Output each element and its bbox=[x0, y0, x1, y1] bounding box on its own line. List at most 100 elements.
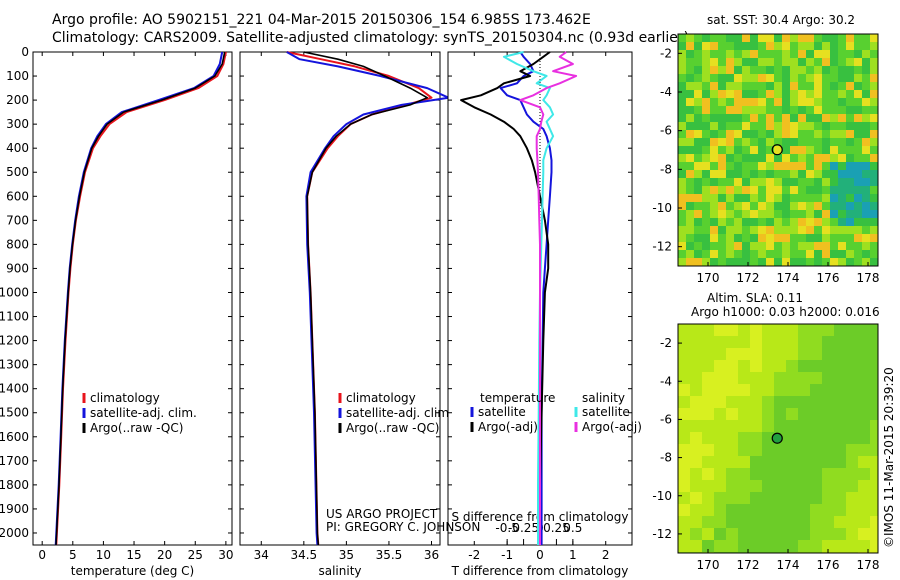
heatmap-cell bbox=[814, 106, 822, 114]
heatmap-cell bbox=[726, 456, 738, 468]
y-tick-label: 1900 bbox=[0, 502, 29, 516]
heatmap-cell bbox=[870, 528, 878, 540]
heatmap-cell bbox=[774, 384, 786, 396]
heatmap-cell bbox=[734, 130, 742, 138]
heatmap-cell bbox=[798, 114, 806, 122]
heatmap-cell bbox=[766, 202, 774, 210]
heatmap-cell bbox=[710, 170, 718, 178]
heatmap-cell bbox=[774, 138, 782, 146]
heatmap-cell bbox=[702, 42, 710, 50]
heatmap-cell bbox=[854, 162, 862, 170]
heatmap-cell bbox=[774, 154, 782, 162]
heatmap-cell bbox=[686, 130, 694, 138]
heatmap-cell bbox=[726, 210, 734, 218]
heatmap-cell bbox=[846, 420, 858, 432]
heatmap-cell bbox=[870, 194, 878, 202]
heatmap-cell bbox=[862, 250, 870, 258]
heatmap-cell bbox=[718, 250, 726, 258]
heatmap-cell bbox=[862, 202, 870, 210]
heatmap-cell bbox=[790, 74, 798, 82]
heatmap-cell bbox=[782, 66, 790, 74]
heatmap-cell bbox=[822, 194, 830, 202]
heatmap-cell bbox=[686, 186, 694, 194]
heatmap-cell bbox=[806, 250, 814, 258]
heatmap-cell bbox=[862, 58, 870, 66]
heatmap-cell bbox=[702, 210, 710, 218]
heatmap-cell bbox=[830, 98, 838, 106]
x-tick-label: 20 bbox=[157, 548, 172, 562]
heatmap-cell bbox=[738, 468, 750, 480]
heatmap-cell bbox=[694, 234, 702, 242]
heatmap-cell bbox=[710, 146, 718, 154]
heatmap-cell bbox=[798, 50, 806, 58]
heatmap-cell bbox=[766, 66, 774, 74]
heatmap-cell bbox=[758, 202, 766, 210]
y-tick-label: -8 bbox=[660, 451, 672, 465]
heatmap-cell bbox=[678, 170, 686, 178]
heatmap-cell bbox=[774, 186, 782, 194]
heatmap-cell bbox=[798, 58, 806, 66]
heatmap-cell bbox=[862, 258, 870, 266]
heatmap-cell bbox=[738, 396, 750, 408]
heatmap-cell bbox=[822, 170, 830, 178]
heatmap-cell bbox=[742, 194, 750, 202]
heatmap-cell bbox=[846, 396, 858, 408]
heatmap-cell bbox=[750, 360, 762, 372]
heatmap-cell bbox=[854, 250, 862, 258]
heatmap-cell bbox=[678, 242, 686, 250]
heatmap-cell bbox=[742, 114, 750, 122]
heatmap-cell bbox=[822, 324, 834, 336]
heatmap-cell bbox=[830, 146, 838, 154]
heatmap-cell bbox=[774, 420, 786, 432]
y-tick-label: 900 bbox=[6, 261, 29, 275]
heatmap-cell bbox=[810, 348, 822, 360]
heatmap-cell bbox=[854, 186, 862, 194]
heatmap-cell bbox=[718, 210, 726, 218]
heatmap-cell bbox=[846, 250, 854, 258]
heatmap-cell bbox=[834, 384, 846, 396]
heatmap-cell bbox=[750, 528, 762, 540]
heatmap-cell bbox=[750, 408, 762, 420]
heatmap-cell bbox=[742, 34, 750, 42]
heatmap-cell bbox=[830, 202, 838, 210]
heatmap-cell bbox=[702, 162, 710, 170]
heatmap-cell bbox=[846, 324, 858, 336]
legend-label: Argo(-adj) bbox=[582, 420, 642, 434]
heatmap-cell bbox=[734, 210, 742, 218]
heatmap-cell bbox=[710, 66, 718, 74]
heatmap-cell bbox=[798, 202, 806, 210]
heatmap-cell bbox=[822, 42, 830, 50]
heatmap-cell bbox=[806, 138, 814, 146]
heatmap-cell bbox=[750, 242, 758, 250]
heatmap-cell bbox=[742, 146, 750, 154]
heatmap-cell bbox=[846, 456, 858, 468]
heatmap-cell bbox=[774, 396, 786, 408]
heatmap-cell bbox=[830, 114, 838, 122]
heatmap-cell bbox=[710, 98, 718, 106]
heatmap-cell bbox=[750, 226, 758, 234]
heatmap-cell bbox=[774, 258, 782, 266]
map-frame bbox=[677, 33, 879, 267]
heatmap-cell bbox=[686, 122, 694, 130]
heatmap-cell bbox=[782, 154, 790, 162]
heatmap-cell bbox=[734, 202, 742, 210]
heatmap-cell bbox=[742, 82, 750, 90]
heatmap-cell bbox=[762, 540, 774, 552]
heatmap-cell bbox=[798, 90, 806, 98]
heatmap-cell bbox=[806, 66, 814, 74]
heatmap-cell bbox=[702, 50, 710, 58]
heatmap-cell bbox=[870, 50, 878, 58]
heatmap-cell bbox=[766, 178, 774, 186]
y-tick-label: 1600 bbox=[0, 430, 29, 444]
heatmap-cell bbox=[822, 162, 830, 170]
y-tick-label: 500 bbox=[6, 165, 29, 179]
heatmap-cell bbox=[846, 170, 854, 178]
heatmap-cell bbox=[806, 74, 814, 82]
heatmap-cell bbox=[870, 234, 878, 242]
heatmap-cell bbox=[870, 242, 878, 250]
heatmap-cell bbox=[798, 336, 810, 348]
heatmap-cell bbox=[782, 138, 790, 146]
heatmap-cell bbox=[810, 456, 822, 468]
heatmap-cell bbox=[702, 154, 710, 162]
heatmap-cell bbox=[758, 194, 766, 202]
